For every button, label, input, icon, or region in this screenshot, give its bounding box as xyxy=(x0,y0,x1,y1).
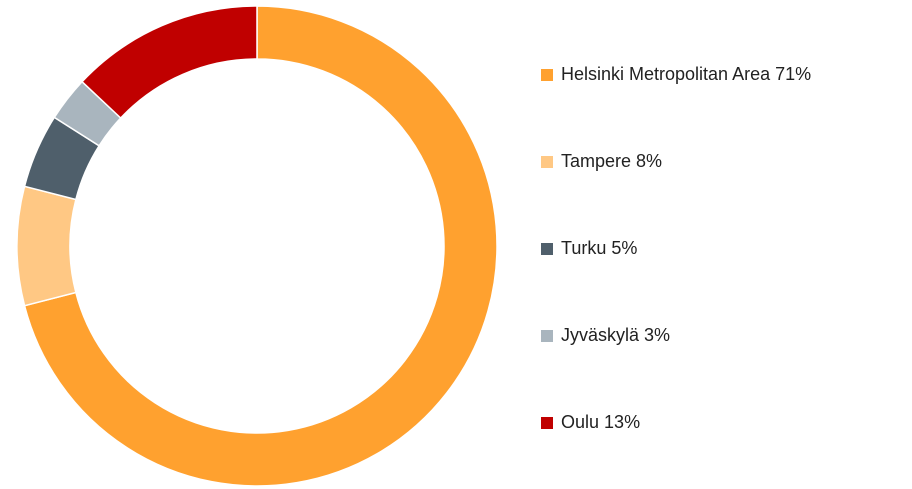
legend-value: 5% xyxy=(611,238,637,258)
legend-category: Jyväskylä xyxy=(561,325,640,345)
slice xyxy=(23,5,498,487)
legend-category: Tampere xyxy=(561,151,631,171)
legend-swatch xyxy=(541,156,553,168)
legend-category: Helsinki Metropolitan Area xyxy=(561,64,771,84)
legend-category: Turku xyxy=(561,238,606,258)
legend-value: 13% xyxy=(604,412,640,432)
legend-swatch xyxy=(541,330,553,342)
legend-category: Oulu xyxy=(561,412,599,432)
legend-value: 3% xyxy=(644,325,670,345)
slice xyxy=(16,185,77,307)
legend-label: Turku 5% xyxy=(561,238,637,258)
legend-label: Tampere 8% xyxy=(561,151,662,171)
legend-swatch xyxy=(541,417,553,429)
slice xyxy=(80,5,258,120)
legend-label: Jyväskylä 3% xyxy=(561,325,670,345)
legend-label: Helsinki Metropolitan Area 71% xyxy=(561,64,811,84)
legend-swatch xyxy=(541,69,553,81)
legend-label: Oulu 13% xyxy=(561,412,640,432)
legend-value: 8% xyxy=(636,151,662,171)
legend-value: 71% xyxy=(775,64,811,84)
legend-swatch xyxy=(541,243,553,255)
